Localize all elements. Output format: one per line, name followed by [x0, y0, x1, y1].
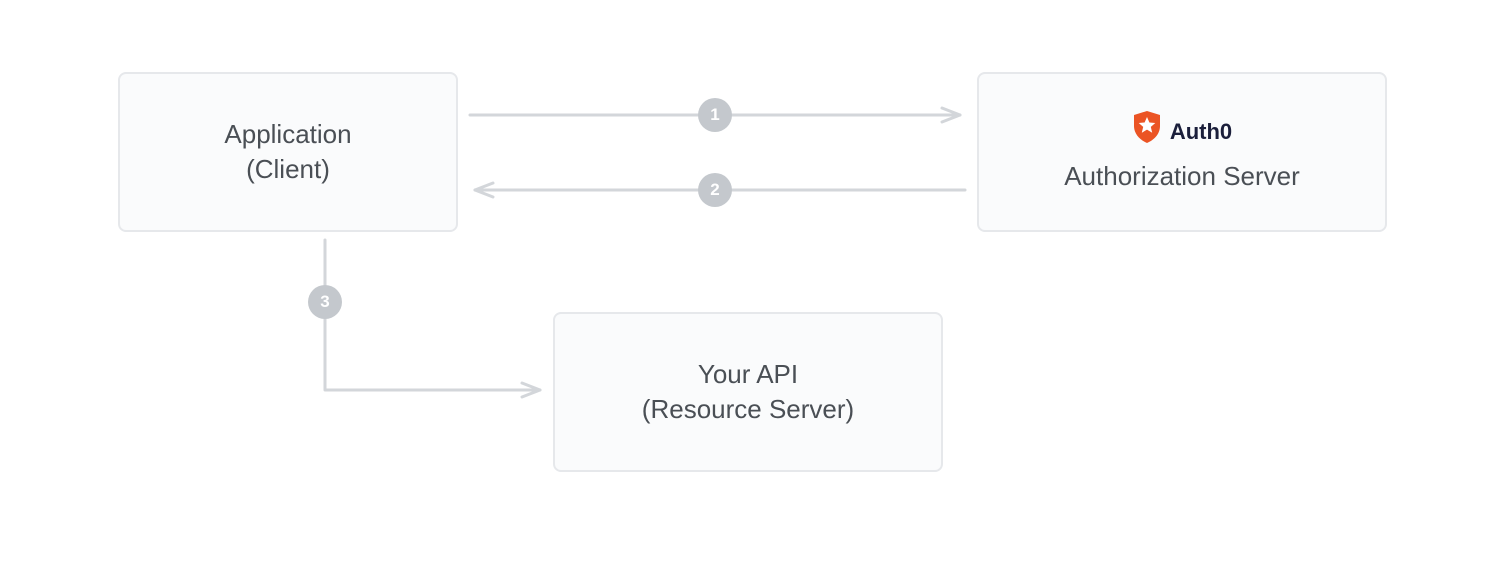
step-badge-2: 2: [698, 173, 732, 207]
auth0-brand-text: Auth0: [1170, 117, 1232, 147]
edge-3-arrowhead: [522, 383, 540, 397]
step-badge-1-label: 1: [710, 105, 719, 125]
node-resource-line2: (Resource Server): [642, 392, 854, 427]
step-badge-2-label: 2: [710, 180, 719, 200]
edge-3-line: [325, 240, 540, 390]
node-resource: Your API (Resource Server): [553, 312, 943, 472]
node-client: Application (Client): [118, 72, 458, 232]
auth0-shield-icon: [1132, 110, 1162, 153]
edge-3: [325, 240, 540, 397]
node-client-line2: (Client): [246, 152, 330, 187]
diagram-canvas: Application (Client) Auth0 Authorization…: [0, 0, 1500, 571]
step-badge-3-label: 3: [320, 292, 329, 312]
node-authserver-line1: Authorization Server: [1064, 159, 1300, 194]
node-authserver: Auth0 Authorization Server: [977, 72, 1387, 232]
edge-1-arrowhead: [942, 108, 960, 122]
node-resource-line1: Your API: [698, 357, 798, 392]
auth0-brand: Auth0: [1132, 110, 1232, 153]
step-badge-1: 1: [698, 98, 732, 132]
node-client-line1: Application: [224, 117, 351, 152]
edge-2-arrowhead: [475, 183, 493, 197]
step-badge-3: 3: [308, 285, 342, 319]
